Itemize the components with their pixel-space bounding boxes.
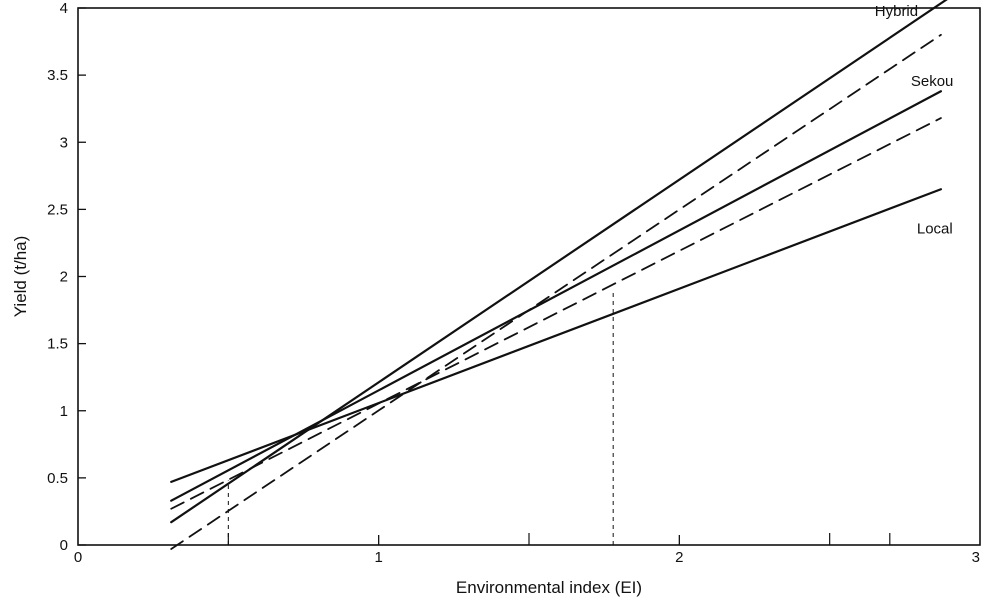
series-line-dashed: [170, 117, 942, 510]
y-axis-title: Yield (t/ha): [11, 236, 30, 318]
x-tick-label: 0: [74, 549, 82, 566]
series-line-hybrid: [170, 0, 948, 524]
x-tick-label: 2: [675, 549, 683, 566]
y-tick-label: 3.5: [47, 67, 68, 84]
series-line-dashed: [170, 33, 942, 550]
series-label: Hybrid: [875, 3, 918, 20]
series-line-local: [170, 188, 943, 484]
plot-border: [77, 7, 981, 546]
x-tick-label: 1: [374, 549, 382, 566]
y-tick-label: 2.5: [47, 201, 68, 218]
x-tick-label: 3: [972, 549, 980, 566]
series-label: Sekou: [911, 73, 954, 90]
y-tick-label: 0.5: [47, 470, 68, 487]
y-tick-label: 1.5: [47, 336, 68, 353]
series-line-sekou: [170, 90, 943, 502]
y-tick-label: 0: [60, 537, 68, 554]
y-tick-label: 1: [60, 403, 68, 420]
chart-labels: Hybrid Sekou Local Environmental index (EI)…: [11, 3, 953, 597]
y-tick-label: 4: [60, 0, 68, 17]
y-tick-label: 2: [60, 269, 68, 286]
series-label: Local: [917, 221, 953, 238]
reference-lines: [227, 292, 614, 545]
x-axis-title: Environmental index (EI): [456, 578, 642, 597]
series-lines: [170, 0, 948, 550]
plot-frame: [77, 7, 981, 546]
y-tick-label: 3: [60, 134, 68, 151]
axis-ticks: 0 0.5 1 1.5 2 2.5 3 3.5 4 0 1 2 3: [47, 0, 980, 566]
